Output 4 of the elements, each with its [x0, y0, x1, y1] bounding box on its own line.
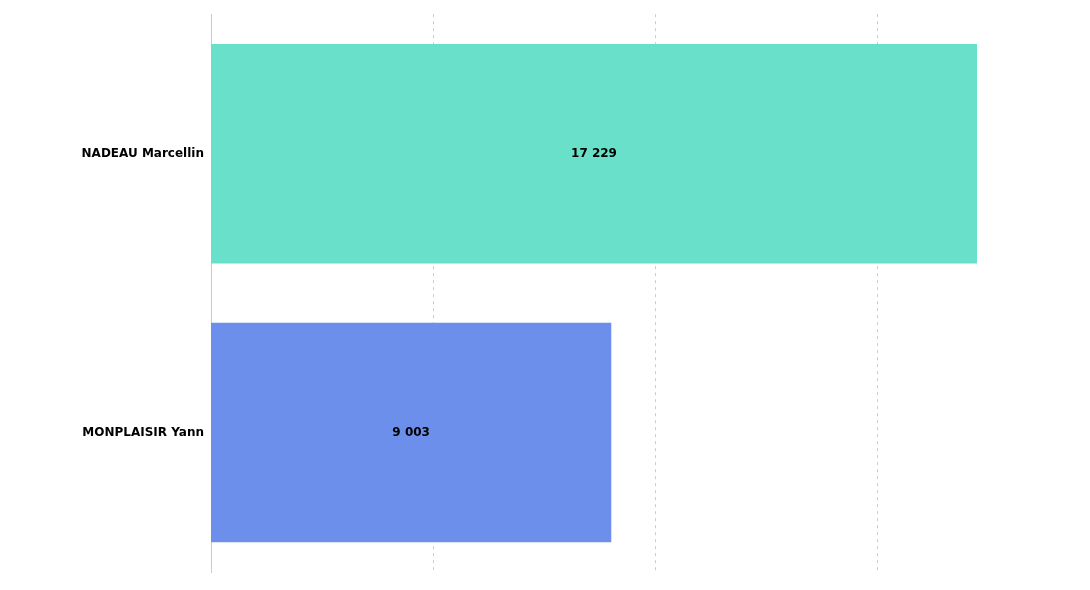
y-tick-label: MONPLAISIR Yann [82, 424, 204, 439]
y-tick-label: NADEAU Marcellin [81, 145, 204, 160]
data-label: 9 003 [392, 424, 430, 439]
data-label: 17 229 [571, 145, 617, 160]
